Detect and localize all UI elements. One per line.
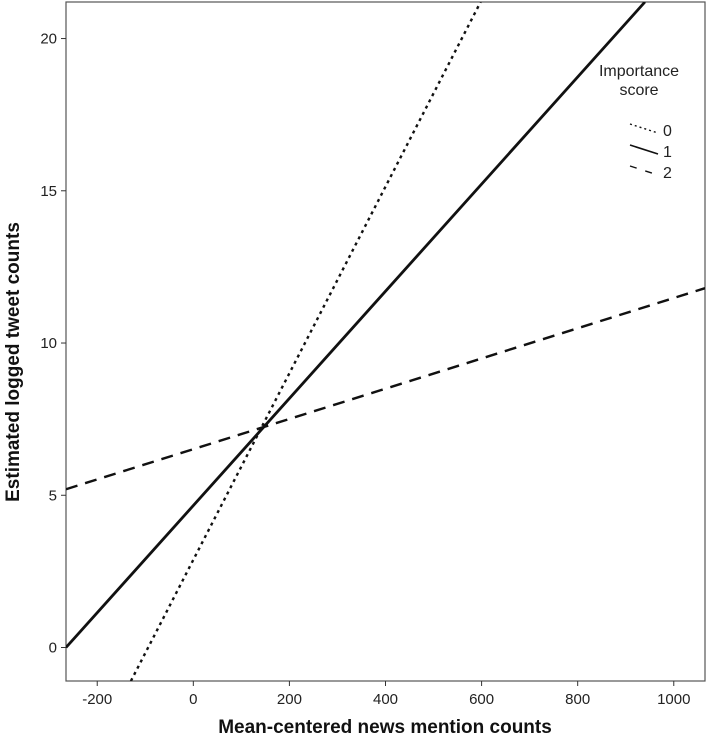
series-lines xyxy=(66,2,705,681)
legend-label-2: 2 xyxy=(663,165,672,182)
x-tick-label: 200 xyxy=(277,691,302,708)
y-tick-label: 20 xyxy=(40,31,57,48)
x-tick-label: 400 xyxy=(373,691,398,708)
series-line-1 xyxy=(66,2,646,649)
plot-border xyxy=(65,1,706,682)
x-tick-label: 1000 xyxy=(657,691,690,708)
legend-title-line2: score xyxy=(619,82,658,99)
y-tick-label: 10 xyxy=(40,335,57,352)
x-tick-label: 800 xyxy=(565,691,590,708)
legend-title-line1: Importance xyxy=(599,63,679,80)
y-tick-label: 15 xyxy=(40,183,57,200)
y-axis: 0 5 10 15 20 xyxy=(40,31,66,657)
legend-swatch-1 xyxy=(629,144,659,155)
x-tick-label: -200 xyxy=(82,691,112,708)
x-axis: -200 0 200 400 600 800 1000 xyxy=(82,681,690,708)
plot-frame xyxy=(65,1,706,682)
x-tick-label: 0 xyxy=(189,691,197,708)
x-tick-label: 600 xyxy=(469,691,494,708)
legend-swatch-2 xyxy=(629,165,659,176)
legend-swatch-0 xyxy=(629,123,659,134)
x-axis-title: Mean-centered news mention counts xyxy=(218,717,552,738)
y-axis-title: Estimated logged tweet counts xyxy=(3,222,24,502)
legend-items: 0 1 2 xyxy=(629,123,672,182)
series-line-0 xyxy=(129,2,482,681)
y-tick-label: 5 xyxy=(49,487,57,504)
y-tick-label: 0 xyxy=(49,640,57,657)
legend-label-0: 0 xyxy=(663,123,672,140)
legend-label-1: 1 xyxy=(663,144,672,161)
legend: Importance score 0 1 2 xyxy=(599,63,679,182)
series-line-2 xyxy=(66,287,705,491)
